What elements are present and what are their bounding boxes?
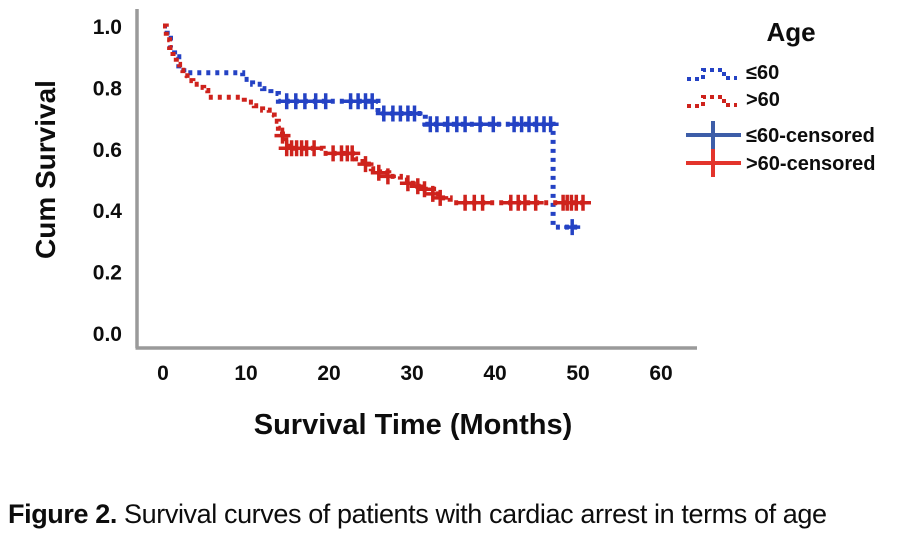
- legend-item-label: ≤60-censored: [746, 125, 875, 147]
- y-tick-label: 1.0: [93, 16, 122, 39]
- censor-mark-gt60: [379, 168, 396, 185]
- censor-mark-le60: [485, 116, 502, 133]
- censor-mark-gt60: [432, 189, 449, 206]
- x-tick-label: 60: [649, 362, 672, 385]
- survival-chart: 0.0 0.2 0.4 0.6 0.8 1.0 0 10 20 30 40 50 60 Age ≤60 >60…: [93, 9, 876, 385]
- censor-mark-gt60: [474, 194, 491, 211]
- censor-mark-gt60: [344, 145, 361, 162]
- y-tick-label: 0.2: [93, 262, 122, 285]
- y-tick-label: 0.8: [93, 77, 123, 100]
- caption-text: Survival curves of patients with cardiac…: [116, 499, 827, 529]
- censor-mark-le60: [317, 93, 334, 110]
- x-tick-label: 40: [483, 362, 506, 385]
- legend-sample-dashed: [687, 68, 737, 81]
- x-tick-label: 30: [400, 362, 423, 385]
- y-tick-label: 0.0: [93, 323, 122, 346]
- caption-label: Figure 2.: [8, 499, 117, 529]
- censor-mark-gt60: [575, 194, 591, 211]
- censor-mark-gt60: [370, 164, 387, 181]
- legend-item-label: >60-censored: [746, 153, 876, 175]
- legend-sample-censored: [686, 149, 741, 177]
- censor-mark-gt60: [357, 156, 374, 173]
- axis-spines: [135, 9, 697, 350]
- censor-mark-le60: [542, 116, 559, 133]
- y-tick-label: 0.4: [93, 200, 123, 223]
- x-axis-title: Survival Time (Months): [253, 409, 573, 441]
- censor-mark-le60: [457, 116, 474, 133]
- censor-mark-gt60: [274, 127, 291, 144]
- x-tick-label: 50: [566, 362, 589, 385]
- legend-item-label: ≤60: [746, 62, 779, 84]
- censor-mark-gt60: [416, 181, 433, 198]
- survival-chart-area: 0.0 0.2 0.4 0.6 0.8 1.0 0 10 20 30 40 50 60 Age ≤60 >60…: [30, 9, 876, 441]
- figure-caption: Figure 2. Survival curves of patients wi…: [8, 501, 918, 528]
- legend-sample-censored: [686, 121, 741, 149]
- y-tick-label: 0.6: [93, 139, 122, 162]
- legend-item-label: >60: [746, 89, 780, 111]
- censor-mark-gt60: [306, 140, 323, 157]
- censor-mark-le60: [364, 93, 381, 110]
- legend-title: Age: [766, 17, 815, 47]
- censor-mark-gt60: [527, 194, 544, 211]
- x-tick-label: 0: [157, 362, 169, 385]
- censor-mark-le60: [406, 105, 423, 122]
- y-axis-title: Cum Survival: [30, 80, 61, 260]
- series-curve-gt60: [163, 23, 588, 206]
- legend-sample-dashed: [687, 95, 737, 108]
- x-tick-label: 10: [234, 362, 257, 385]
- censor-mark-gt60: [399, 175, 416, 192]
- censor-mark-le60: [564, 219, 581, 236]
- x-tick-label: 20: [317, 362, 340, 385]
